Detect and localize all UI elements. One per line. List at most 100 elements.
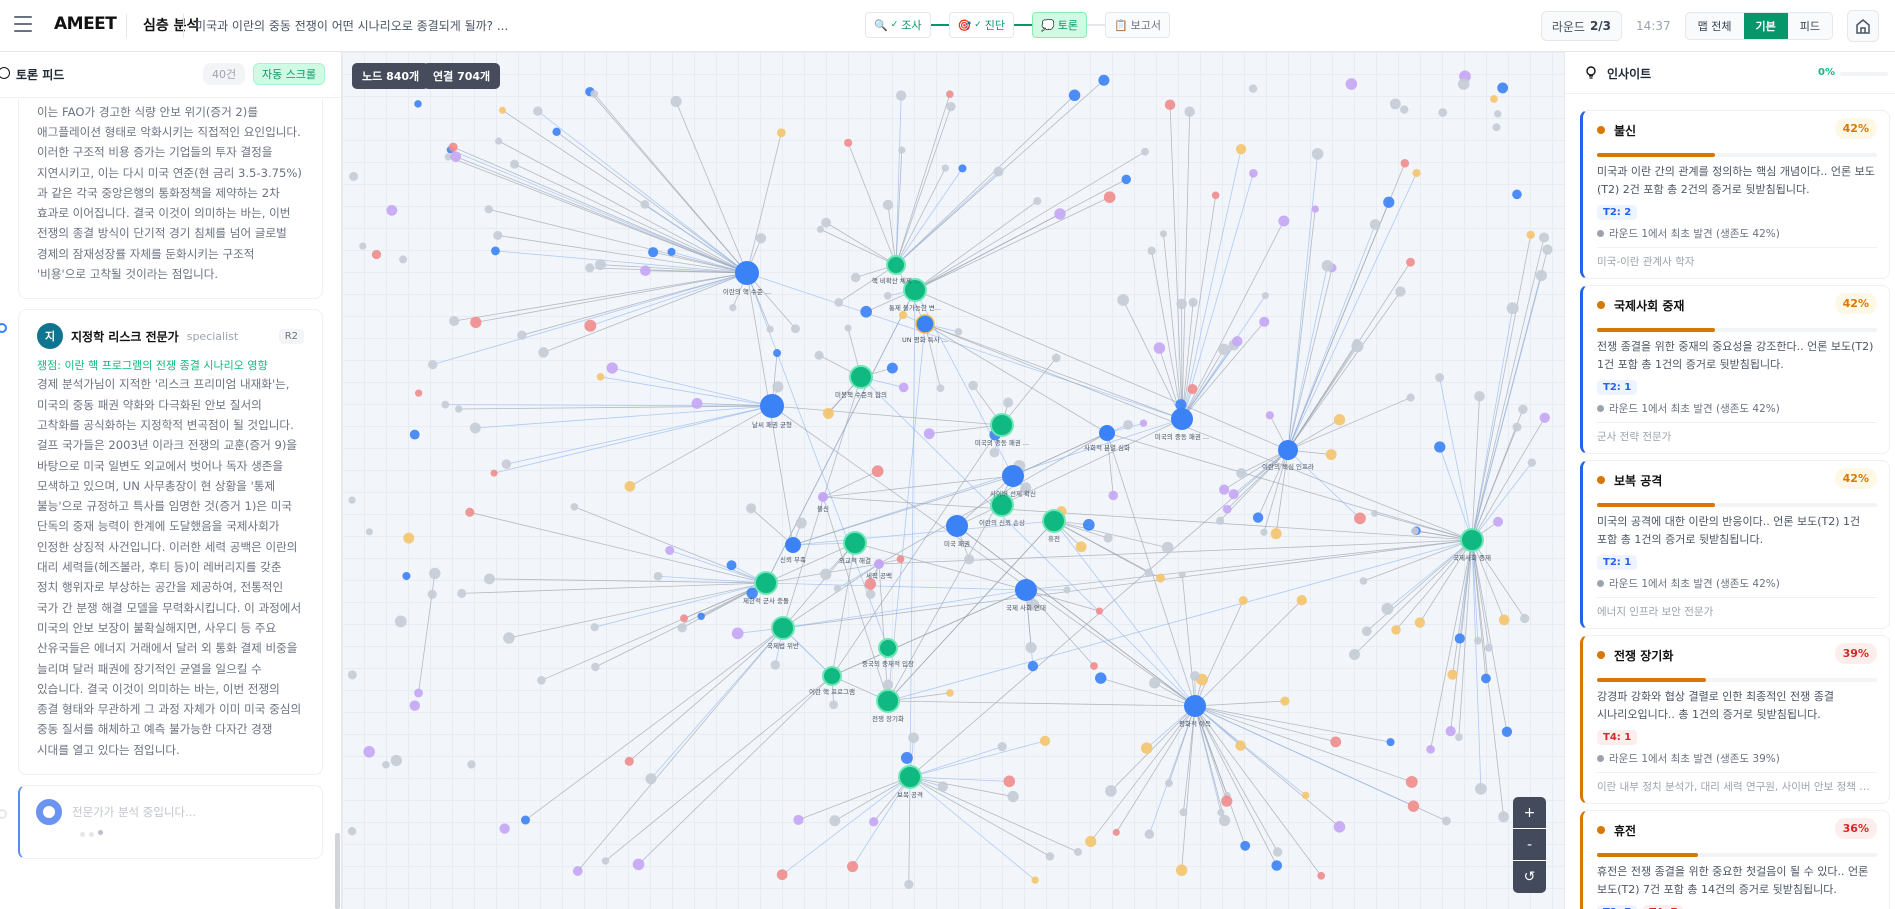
- graph-node[interactable]: [886, 362, 898, 374]
- graph-node[interactable]: [454, 405, 463, 413]
- graph-node[interactable]: [490, 469, 498, 477]
- graph-node[interactable]: [1498, 614, 1510, 626]
- graph-node[interactable]: [746, 587, 758, 599]
- insight-card[interactable]: 보복 공격 42% 미국의 공격에 대한 이란의 반응이다.. 언론 보도(T2) …: [1580, 460, 1890, 629]
- knowledge-graph[interactable]: 이란의 핵 수준 ... 날씨 패권 균형 미국의 중동 패권 ... 이란의 핵심 …: [342, 52, 1564, 909]
- graph-node[interactable]: [1082, 519, 1095, 531]
- graph-node[interactable]: [869, 817, 879, 827]
- graph-node[interactable]: [414, 100, 422, 108]
- graph-node[interactable]: [1184, 106, 1195, 117]
- graph-node[interactable]: [594, 259, 606, 271]
- graph-node[interactable]: [409, 429, 420, 440]
- graph-node[interactable]: [552, 127, 561, 136]
- graph-node[interactable]: [1153, 342, 1166, 354]
- graph-node[interactable]: [1261, 292, 1269, 300]
- zoom-out-button[interactable]: -: [1513, 829, 1546, 861]
- graph-node[interactable]: [470, 316, 482, 329]
- graph-node[interactable]: [1175, 399, 1187, 411]
- graph-node[interactable]: [399, 255, 408, 264]
- graph-node[interactable]: [946, 515, 968, 537]
- view-map-full[interactable]: 맵 전체: [1697, 20, 1732, 33]
- graph-node[interactable]: [923, 428, 935, 440]
- graph-node[interactable]: [1321, 260, 1334, 272]
- graph-node[interactable]: [1121, 174, 1132, 185]
- graph-node[interactable]: [450, 151, 462, 162]
- graph-node[interactable]: [1447, 669, 1458, 680]
- graph-node[interactable]: [1175, 864, 1188, 876]
- graph-node[interactable]: [520, 815, 531, 825]
- graph-node[interactable]: [653, 571, 663, 581]
- graph-node[interactable]: [785, 537, 801, 553]
- graph-node[interactable]: [816, 225, 824, 233]
- graph-node[interactable]: [834, 297, 844, 307]
- graph-node[interactable]: [1248, 84, 1258, 93]
- graph-node[interactable]: [648, 247, 659, 258]
- graph-node[interactable]: [1085, 835, 1097, 848]
- graph-node[interactable]: [1351, 340, 1364, 353]
- graph-node[interactable]: [954, 327, 963, 336]
- graph-node[interactable]: [1149, 677, 1161, 689]
- graph-node[interactable]: [677, 623, 687, 633]
- graph-node[interactable]: [766, 325, 774, 333]
- graph-node[interactable]: [501, 459, 512, 469]
- graph-node[interactable]: [1105, 785, 1117, 797]
- graph-node[interactable]: [1007, 790, 1019, 803]
- graph-node[interactable]: [1216, 516, 1225, 525]
- graph-node[interactable]: [908, 732, 919, 744]
- graph-node[interactable]: [590, 623, 599, 632]
- graph-node[interactable]: [871, 465, 884, 478]
- graph-node[interactable]: [1095, 672, 1107, 684]
- step-diagnosis[interactable]: 🎯 ✓ 진단: [948, 12, 1014, 38]
- graph-node[interactable]: [670, 95, 682, 108]
- graph-node[interactable]: [428, 359, 438, 370]
- graph-node[interactable]: [1435, 373, 1445, 382]
- graph-node[interactable]: [1460, 528, 1484, 552]
- insight-card[interactable]: 국제사회 중재 42% 전쟁 종결을 위한 중재의 중요성을 강조한다.. 언론 보…: [1580, 285, 1890, 454]
- graph-node[interactable]: [1345, 78, 1358, 90]
- graph-node[interactable]: [1025, 641, 1037, 654]
- graph-node[interactable]: [1249, 168, 1258, 178]
- graph-node[interactable]: [771, 616, 795, 640]
- graph-node[interactable]: [1020, 482, 1032, 493]
- graph-node[interactable]: [1383, 196, 1395, 208]
- graph-node[interactable]: [390, 754, 403, 767]
- graph-node[interactable]: [1217, 808, 1225, 817]
- graph-node[interactable]: [946, 90, 954, 98]
- graph-node[interactable]: [882, 199, 894, 211]
- graph-node[interactable]: [572, 866, 583, 876]
- graph-node[interactable]: [533, 106, 543, 116]
- feed-scrollbar[interactable]: [335, 833, 340, 909]
- graph-node[interactable]: [1454, 633, 1465, 644]
- graph-node[interactable]: [1272, 847, 1283, 857]
- graph-node[interactable]: [1457, 78, 1470, 90]
- graph-node[interactable]: [667, 247, 676, 256]
- graph-node[interactable]: [1527, 458, 1537, 467]
- graph-node[interactable]: [1271, 860, 1283, 871]
- graph-node[interactable]: [791, 324, 800, 334]
- graph-node[interactable]: [1410, 527, 1419, 535]
- graph-node[interactable]: [1238, 596, 1248, 605]
- graph-node[interactable]: [493, 230, 503, 241]
- graph-node[interactable]: [1235, 740, 1246, 751]
- graph-node[interactable]: [1179, 808, 1188, 817]
- graph-node[interactable]: [1054, 208, 1066, 220]
- graph-node[interactable]: [1407, 800, 1420, 812]
- graph-node[interactable]: [403, 532, 415, 544]
- menu-icon[interactable]: [14, 16, 32, 32]
- graph-node[interactable]: [1330, 736, 1342, 748]
- graph-node[interactable]: [359, 242, 367, 250]
- graph-node[interactable]: [1395, 286, 1406, 297]
- graph-node[interactable]: [1042, 509, 1066, 533]
- graph-node[interactable]: [754, 571, 778, 595]
- graph-node[interactable]: [570, 503, 579, 511]
- graph-node[interactable]: [844, 324, 852, 332]
- graph-node[interactable]: [936, 384, 945, 393]
- graph-node[interactable]: [1492, 123, 1501, 132]
- graph-node[interactable]: [1278, 215, 1290, 227]
- graph-node[interactable]: [1039, 735, 1051, 746]
- graph-node[interactable]: [1144, 568, 1153, 578]
- view-feed[interactable]: 피드: [1799, 20, 1820, 33]
- graph-node[interactable]: [409, 700, 421, 711]
- graph-node[interactable]: [1354, 512, 1366, 525]
- graph-node[interactable]: [1386, 738, 1395, 747]
